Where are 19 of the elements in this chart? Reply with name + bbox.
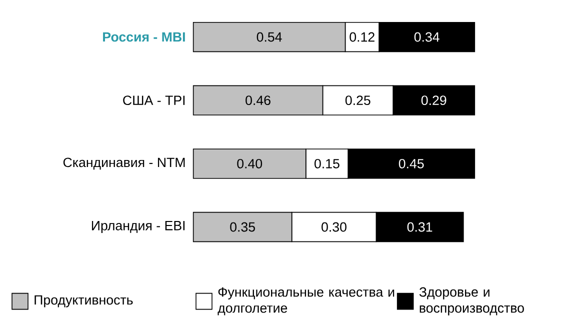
y-tick-label: США - TPI bbox=[123, 95, 185, 105]
data-label: 0.29 bbox=[421, 95, 446, 105]
data-label: 0.25 bbox=[345, 95, 370, 105]
data-label: 0.31 bbox=[407, 222, 432, 232]
data-label: 0.15 bbox=[314, 158, 340, 168]
data-label: 0.46 bbox=[246, 95, 270, 105]
data-label: 0.12 bbox=[350, 32, 374, 42]
y-tick-label: Скандинавия - NTM bbox=[63, 158, 185, 170]
legend-label: Продуктивность bbox=[34, 295, 133, 308]
data-label: 0.45 bbox=[398, 158, 424, 168]
legend-label: Функциональные качества и долголетие bbox=[218, 287, 394, 316]
data-label: 0.54 bbox=[256, 32, 282, 42]
data-label: 0.30 bbox=[322, 222, 346, 232]
y-tick-label: Россия - MBI bbox=[103, 32, 185, 42]
legend-label: Здоровье и воспроизводство bbox=[419, 287, 524, 316]
data-label: 0.40 bbox=[237, 158, 262, 168]
data-label: 0.35 bbox=[230, 222, 255, 232]
data-label: 0.34 bbox=[414, 32, 440, 42]
y-tick-label: Ирландия - EBI bbox=[92, 220, 185, 233]
